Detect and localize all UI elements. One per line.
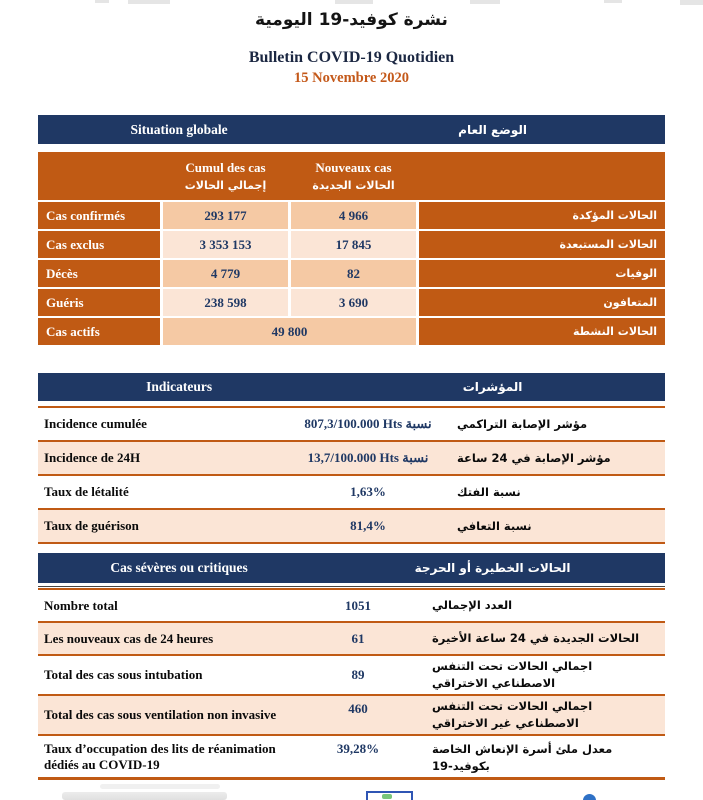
indicateurs-table: Incidence cumulée 807,3/100.000 Hts نسبة… bbox=[38, 406, 665, 544]
section-title-fr: Situation globale bbox=[130, 121, 228, 137]
partial-logo-green-mark-icon bbox=[382, 794, 392, 799]
page-edge-artifact bbox=[335, 0, 373, 4]
bulletin-date: 15 Novembre 2020 bbox=[294, 70, 409, 86]
table-row: Taux de guérison 81,4% نسبة التعافي bbox=[38, 510, 665, 544]
row-label-ar: مؤشر الإصابة في 24 ساعة bbox=[457, 450, 611, 465]
row-label-fr: Cas actifs bbox=[38, 318, 160, 345]
column-header-cumul-fr: Cumul des cas bbox=[185, 160, 266, 175]
page-edge-artifact bbox=[470, 0, 500, 4]
row-label-ar: الحالات المؤكدة bbox=[419, 202, 665, 229]
page-title-french: Bulletin COVID-19 Quotidien bbox=[248, 49, 455, 66]
section-header-indicateurs: Indicateurs المؤشرات bbox=[38, 373, 665, 401]
section-title-fr: Cas sévères ou critiques bbox=[110, 560, 248, 575]
partial-blue-dot-logo-icon bbox=[583, 794, 596, 800]
page-title-arabic: نشرة كوفيد-19 اليومية bbox=[255, 10, 448, 30]
row-value: 89 bbox=[351, 667, 365, 682]
table-row: Nombre total 1051 العدد الإجمالي bbox=[38, 590, 665, 623]
cell-cumul: 293 177 bbox=[163, 202, 288, 229]
row-label-ar: الحالات النشطة bbox=[419, 318, 665, 345]
section-header-severes: Cas sévères ou critiques الحالات الخطيرة… bbox=[38, 553, 665, 583]
row-label-fr: Décès bbox=[38, 260, 160, 287]
cell-cumul: 3 353 153 bbox=[163, 231, 288, 258]
table-row: Taux de létalité 1,63% نسبة الفتك bbox=[38, 476, 665, 510]
divider bbox=[38, 587, 665, 588]
row-label-fr: Les nouveaux cas de 24 heures bbox=[44, 630, 214, 646]
column-header-cumul-ar: إجمالي الحالات bbox=[184, 179, 267, 192]
row-label-fr: Nombre total bbox=[44, 597, 118, 613]
cell-nouveaux: 4 966 bbox=[291, 202, 416, 229]
table-row: Total des cas sous ventilation non invas… bbox=[38, 696, 665, 736]
cell-cumul: 4 779 bbox=[163, 260, 288, 287]
row-label-fr: Taux de guérison bbox=[44, 518, 139, 533]
row-label-ar: نسبة الفتك bbox=[457, 484, 521, 499]
row-value: 81,4% bbox=[350, 518, 386, 533]
column-header-nouveaux-fr: Nouveaux cas bbox=[315, 160, 392, 175]
row-value: 460 bbox=[348, 701, 368, 716]
situation-table: Cumul des cas إجمالي الحالات Nouveaux ca… bbox=[38, 152, 665, 345]
table-row: Total des cas sous intubation 89 اجمالي … bbox=[38, 656, 665, 696]
row-label-fr: Taux de létalité bbox=[44, 484, 129, 499]
partial-gray-logo-icon bbox=[100, 784, 220, 789]
row-label-ar: الحالات المستبعدة bbox=[419, 231, 665, 258]
divider bbox=[38, 588, 665, 590]
page-edge-artifact bbox=[680, 0, 703, 5]
row-label-ar: معدل ملئ أسرة الإنعاش الخاصة بكوفيد-19 bbox=[432, 742, 613, 773]
row-value: 1051 bbox=[345, 597, 371, 613]
row-label-fr: Cas exclus bbox=[38, 231, 160, 258]
row-value: 61 bbox=[351, 630, 365, 646]
section-header-situation: Situation globale الوضع العام bbox=[38, 115, 665, 144]
column-header-nouveaux: Nouveaux cas الحالات الجديدة bbox=[291, 152, 416, 200]
row-value: 1,63% bbox=[350, 484, 386, 499]
page-edge-artifact bbox=[95, 0, 109, 3]
row-label-ar: العدد الإجمالي bbox=[432, 598, 513, 612]
row-label-fr: Incidence de 24H bbox=[44, 450, 141, 465]
row-label-fr: Total des cas sous ventilation non invas… bbox=[44, 707, 277, 722]
row-label-fr: Guéris bbox=[38, 289, 160, 316]
column-header-nouveaux-ar: الحالات الجديدة bbox=[312, 179, 395, 192]
cell-nouveaux: 3 690 bbox=[291, 289, 416, 316]
column-header-cumul: Cumul des cas إجمالي الحالات bbox=[163, 152, 288, 200]
table-row: Les nouveaux cas de 24 heures 61 الحالات… bbox=[38, 623, 665, 656]
row-label-ar: الوفيات bbox=[419, 260, 665, 287]
situation-table-header: Cumul des cas إجمالي الحالات Nouveaux ca… bbox=[38, 152, 665, 200]
cell-cumul: 238 598 bbox=[163, 289, 288, 316]
page-edge-artifact bbox=[604, 0, 622, 3]
section-title-fr: Indicateurs bbox=[146, 379, 213, 394]
row-label-ar: اجمالي الحالات تحت التنفس الاصطناعي غير … bbox=[432, 699, 593, 730]
section-title-ar: الحالات الخطيرة أو الحرجة bbox=[414, 561, 571, 575]
cell-nouveaux: 82 bbox=[291, 260, 416, 287]
row-label-fr: Total des cas sous intubation bbox=[44, 667, 203, 682]
severes-table: Nombre total 1051 العدد الإجمالي Les nou… bbox=[38, 586, 665, 780]
row-label-ar: المتعافون bbox=[419, 289, 665, 316]
partial-gray-logo-icon bbox=[62, 792, 227, 800]
row-value: 39,28% bbox=[336, 741, 380, 756]
section-title-ar: الوضع العام bbox=[458, 122, 527, 137]
row-label-ar: الحالات الجديدة في 24 ساعة الأخيرة bbox=[432, 631, 640, 645]
row-value: 13,7/100.000 Hts نسبة bbox=[307, 450, 429, 465]
row-label-ar: نسبة التعافي bbox=[457, 518, 532, 533]
cell-nouveaux: 17 845 bbox=[291, 231, 416, 258]
row-label-fr: Cas confirmés bbox=[38, 202, 160, 229]
section-title-ar: المؤشرات bbox=[462, 380, 523, 394]
table-row: Incidence de 24H 13,7/100.000 Hts نسبة م… bbox=[38, 442, 665, 476]
row-label-fr: Taux d’occupation des lits de réanimatio… bbox=[44, 740, 276, 772]
page-edge-artifact bbox=[128, 0, 170, 4]
row-label-ar: اجمالي الحالات تحت التنفس الاصطناعي الاخ… bbox=[432, 659, 593, 690]
row-value: 807,3/100.000 Hts نسبة bbox=[304, 416, 432, 431]
cell-merged-value: 49 800 bbox=[163, 318, 416, 345]
table-row: Taux d’occupation des lits de réanimatio… bbox=[38, 736, 665, 780]
table-row: Incidence cumulée 807,3/100.000 Hts نسبة… bbox=[38, 408, 665, 442]
row-label-ar: مؤشر الإصابة التراكمي bbox=[457, 416, 588, 431]
partial-blue-box-logo-icon bbox=[366, 791, 413, 800]
row-label-fr: Incidence cumulée bbox=[44, 416, 147, 431]
